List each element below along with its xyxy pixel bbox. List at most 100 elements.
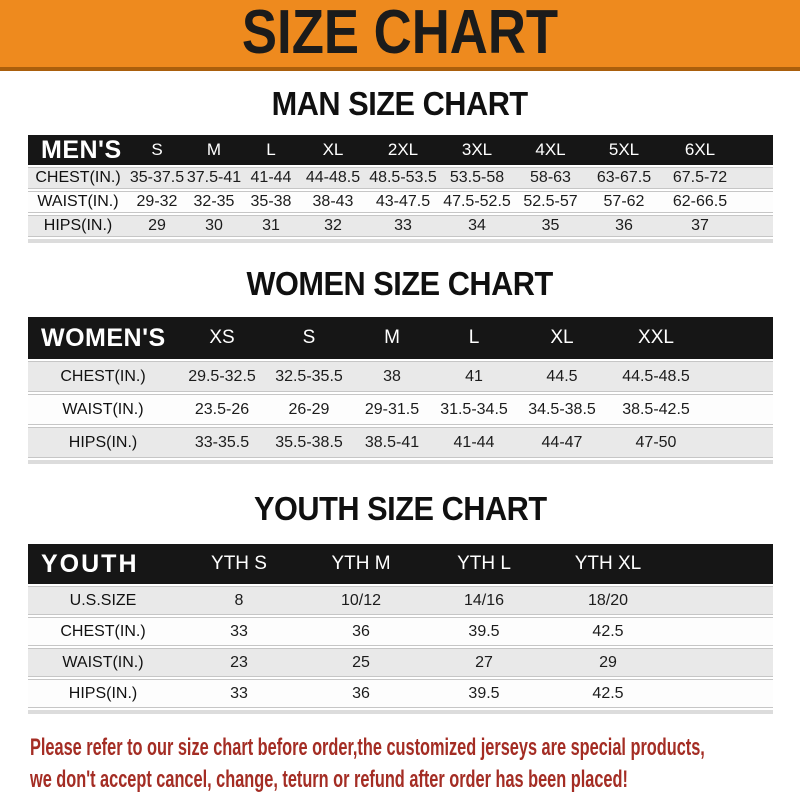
section-youth: YOUTH SIZE CHART YOUTH YTH S YTH M YTH L YTH… xyxy=(0,492,800,716)
column-header: 5XL xyxy=(587,135,661,165)
cell-value: 14/16 xyxy=(422,586,546,615)
cell-value: 42.5 xyxy=(546,617,670,646)
women-section-heading: WOMEN SIZE CHART xyxy=(0,267,800,301)
cell-value: 58-63 xyxy=(514,167,587,189)
column-header: M xyxy=(352,317,432,359)
cell-value: 35 xyxy=(514,215,587,237)
row-spacer-cell xyxy=(704,394,773,425)
row-label: HIPS(IN.) xyxy=(28,215,128,237)
table-row: WAIST(IN.) 29-32 32-35 35-38 38-43 43-47.5 47.… xyxy=(28,191,773,213)
cell-value: 34 xyxy=(440,215,514,237)
bottom-strip-cell xyxy=(28,460,773,464)
table-title-cell: WOMEN'S xyxy=(28,317,178,359)
size-chart-banner: SIZE CHART xyxy=(0,0,800,71)
cell-value: 41-44 xyxy=(242,167,300,189)
footer-line-2-text: we don't accept cancel, change, teturn o… xyxy=(30,766,628,793)
cell-value: 44-48.5 xyxy=(300,167,366,189)
table-row: CHEST(IN.) 33 36 39.5 42.5 xyxy=(28,617,773,646)
men-section-heading: MAN SIZE CHART xyxy=(0,87,800,121)
cell-value: 39.5 xyxy=(422,617,546,646)
footer-disclaimer: Please refer to our size chart before or… xyxy=(30,732,800,796)
table-row: HIPS(IN.) 33-35.5 35.5-38.5 38.5-41 41-44 44-… xyxy=(28,427,773,458)
cell-value: 63-67.5 xyxy=(587,167,661,189)
men-size-table: MEN'S S M L XL 2XL 3XL 4XL 5XL 6XL CHEST(IN.) 35-37… xyxy=(28,133,773,245)
table-row: U.S.SIZE 8 10/12 14/16 18/20 xyxy=(28,586,773,615)
row-label: WAIST(IN.) xyxy=(28,648,178,677)
cell-value: 29 xyxy=(546,648,670,677)
cell-value: 42.5 xyxy=(546,679,670,708)
cell-value: 47.5-52.5 xyxy=(440,191,514,213)
column-header: YTH M xyxy=(300,544,422,584)
cell-value: 36 xyxy=(300,679,422,708)
table-title-cell: MEN'S xyxy=(28,135,128,165)
row-label: WAIST(IN.) xyxy=(28,191,128,213)
cell-value: 26-29 xyxy=(266,394,352,425)
cell-value: 29-31.5 xyxy=(352,394,432,425)
section-men: MAN SIZE CHART MEN'S S M L XL 2XL 3XL 4XL 5XL 6XL… xyxy=(0,87,800,245)
table-header-row: MEN'S S M L XL 2XL 3XL 4XL 5XL 6XL xyxy=(28,135,773,165)
column-header: YTH XL xyxy=(546,544,670,584)
cell-value: 10/12 xyxy=(300,586,422,615)
cell-value: 27 xyxy=(422,648,546,677)
cell-value: 38.5-41 xyxy=(352,427,432,458)
column-header: L xyxy=(432,317,516,359)
row-label: CHEST(IN.) xyxy=(28,361,178,392)
row-label: CHEST(IN.) xyxy=(28,167,128,189)
row-spacer-cell xyxy=(739,215,773,237)
cell-value: 35-38 xyxy=(242,191,300,213)
column-header: 2XL xyxy=(366,135,440,165)
cell-value: 38-43 xyxy=(300,191,366,213)
table-row: WAIST(IN.) 23 25 27 29 xyxy=(28,648,773,677)
row-spacer-cell xyxy=(739,191,773,213)
column-header: YTH L xyxy=(422,544,546,584)
cell-value: 43-47.5 xyxy=(366,191,440,213)
row-label: HIPS(IN.) xyxy=(28,679,178,708)
column-header: M xyxy=(186,135,242,165)
row-spacer-cell xyxy=(670,679,773,708)
column-header: L xyxy=(242,135,300,165)
cell-value: 30 xyxy=(186,215,242,237)
row-spacer-cell xyxy=(704,361,773,392)
header-spacer-cell xyxy=(704,317,773,359)
cell-value: 62-66.5 xyxy=(661,191,739,213)
row-spacer-cell xyxy=(739,167,773,189)
cell-value: 52.5-57 xyxy=(514,191,587,213)
footer-line-2: we don't accept cancel, change, teturn o… xyxy=(30,764,800,796)
row-label: U.S.SIZE xyxy=(28,586,178,615)
cell-value: 8 xyxy=(178,586,300,615)
cell-value: 29 xyxy=(128,215,186,237)
cell-value: 44.5-48.5 xyxy=(608,361,704,392)
cell-value: 67.5-72 xyxy=(661,167,739,189)
table-header-row: YOUTH YTH S YTH M YTH L YTH XL xyxy=(28,544,773,584)
column-header: XL xyxy=(516,317,608,359)
column-header: 4XL xyxy=(514,135,587,165)
table-header-row: WOMEN'S XS S M L XL XXL xyxy=(28,317,773,359)
table-row: HIPS(IN.) 29 30 31 32 33 34 35 36 37 xyxy=(28,215,773,237)
header-spacer-cell xyxy=(670,544,773,584)
row-spacer-cell xyxy=(704,427,773,458)
cell-value: 33 xyxy=(178,679,300,708)
cell-value: 34.5-38.5 xyxy=(516,394,608,425)
men-heading-text: MAN SIZE CHART xyxy=(271,85,529,122)
cell-value: 44-47 xyxy=(516,427,608,458)
bottom-strip-cell xyxy=(28,710,773,714)
cell-value: 32.5-35.5 xyxy=(266,361,352,392)
column-header: XL xyxy=(300,135,366,165)
table-title-cell: YOUTH xyxy=(28,544,178,584)
cell-value: 33 xyxy=(366,215,440,237)
table-bottom-strip xyxy=(28,239,773,243)
footer-line-1-text: Please refer to our size chart before or… xyxy=(30,734,705,761)
cell-value: 36 xyxy=(300,617,422,646)
table-row: CHEST(IN.) 29.5-32.5 32.5-35.5 38 41 44.5 44.5… xyxy=(28,361,773,392)
cell-value: 38 xyxy=(352,361,432,392)
cell-value: 36 xyxy=(587,215,661,237)
row-spacer-cell xyxy=(670,586,773,615)
row-label: HIPS(IN.) xyxy=(28,427,178,458)
table-row: WAIST(IN.) 23.5-26 26-29 29-31.5 31.5-34.5 34… xyxy=(28,394,773,425)
cell-value: 39.5 xyxy=(422,679,546,708)
cell-value: 57-62 xyxy=(587,191,661,213)
cell-value: 23.5-26 xyxy=(178,394,266,425)
column-header: XS xyxy=(178,317,266,359)
cell-value: 31.5-34.5 xyxy=(432,394,516,425)
cell-value: 35-37.5 xyxy=(128,167,186,189)
